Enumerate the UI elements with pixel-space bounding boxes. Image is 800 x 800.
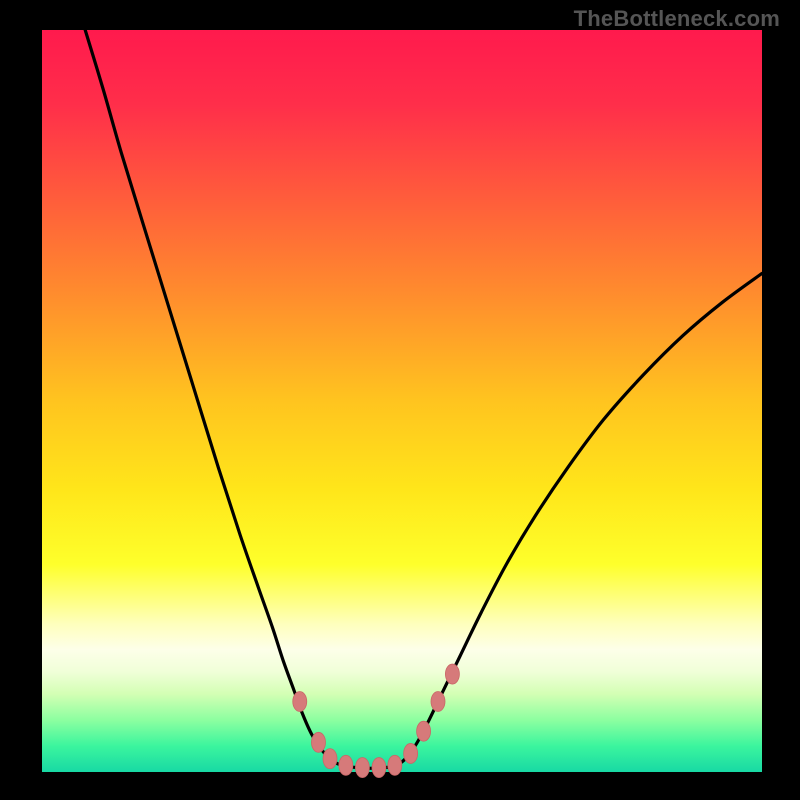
- data-marker: [311, 732, 325, 752]
- data-marker: [293, 692, 307, 712]
- data-marker: [372, 758, 386, 778]
- bottleneck-curve: [85, 30, 762, 768]
- data-marker: [404, 743, 418, 763]
- data-marker: [339, 755, 353, 775]
- data-marker: [431, 692, 445, 712]
- data-marker: [445, 664, 459, 684]
- data-marker: [417, 721, 431, 741]
- data-marker: [355, 758, 369, 778]
- data-marker: [323, 749, 337, 769]
- chart-plot-area: [42, 30, 762, 772]
- watermark-text: TheBottleneck.com: [574, 6, 780, 32]
- chart-svg-layer: [42, 30, 762, 772]
- data-marker: [388, 755, 402, 775]
